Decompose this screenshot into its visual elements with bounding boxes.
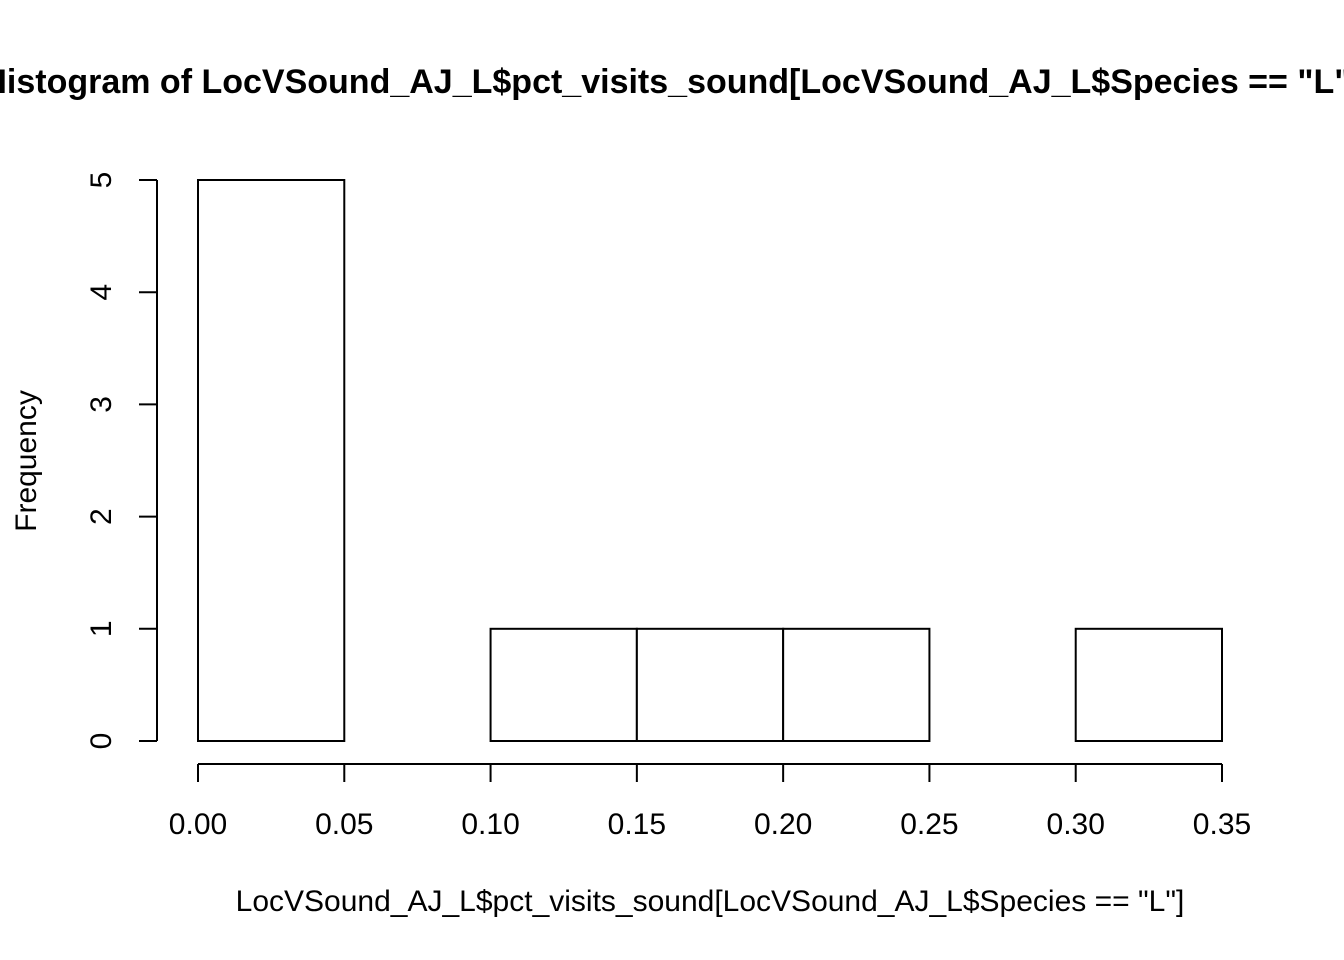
histogram-bar xyxy=(635,627,785,742)
x-tick-label: 0.05 xyxy=(315,808,373,841)
y-axis-label: Frequency xyxy=(10,390,43,532)
x-ticks-layer: 0.00 0.05 0.10 0.15 0.20 0.25 0.30 0.35 xyxy=(169,764,1251,841)
y-tick-label: 0 xyxy=(85,733,118,750)
histogram-bar xyxy=(489,627,638,742)
y-tick-label: 4 xyxy=(85,284,118,301)
histogram-bar xyxy=(197,179,346,742)
x-tick-label: 0.10 xyxy=(461,808,519,841)
x-tick-label: 0.15 xyxy=(608,808,666,841)
y-tick-label: 2 xyxy=(85,508,118,525)
y-tick-label: 3 xyxy=(85,396,118,413)
histogram-bar xyxy=(1074,627,1223,742)
y-tick-label: 1 xyxy=(85,620,118,637)
y-tick-label: 5 xyxy=(85,172,118,189)
x-tick-label: 0.00 xyxy=(169,808,227,841)
histogram-bar xyxy=(782,627,931,742)
x-axis-label: LocVSound_AJ_L$pct_visits_sound[LocVSoun… xyxy=(236,885,1185,918)
chart-title: Histogram of LocVSound_AJ_L$pct_visits_s… xyxy=(0,63,1344,101)
x-tick-label: 0.25 xyxy=(900,808,958,841)
bars-layer xyxy=(197,179,1223,742)
x-tick-label: 0.30 xyxy=(1047,808,1105,841)
y-ticks-layer: 0 1 2 3 4 5 xyxy=(85,172,157,750)
x-tick-label: 0.35 xyxy=(1193,808,1251,841)
x-tick-label: 0.20 xyxy=(754,808,812,841)
